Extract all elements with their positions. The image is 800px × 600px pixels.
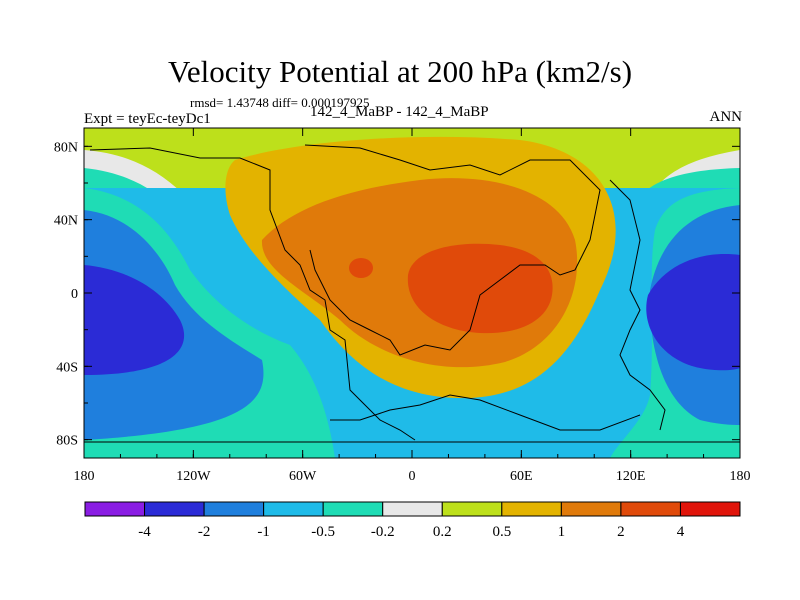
colorbar-label-8: 2 [617, 524, 625, 540]
season-label: ANN [709, 109, 743, 125]
x-tick-label-5: 120E [616, 469, 646, 484]
colorbar-label-6: 0.5 [492, 524, 511, 540]
contour-band-darkblue-east [646, 254, 740, 371]
colorbar-swatch-0 [84, 501, 146, 517]
colorbar-label-0: -4 [138, 524, 151, 540]
colorbar-swatch-9 [620, 501, 681, 517]
colorbar-swatch-6 [441, 501, 503, 517]
x-tick-label-4: 60E [510, 469, 533, 484]
colorbar-label-5: 0.2 [433, 524, 452, 540]
x-tick-label-1: 120W [176, 469, 211, 484]
chart-title: Velocity Potential at 200 hPa (km2/s) [167, 54, 633, 89]
colorbar-swatch-7 [501, 501, 562, 517]
colorbar-label-2: -1 [257, 524, 270, 540]
colorbar-label-9: 4 [677, 524, 685, 540]
y-tick-label-1: 40N [54, 214, 78, 229]
x-tick-label-0: 180 [74, 469, 95, 484]
y-tick-label-2: 0 [71, 287, 78, 302]
coastline-america [609, 179, 666, 431]
colorbar-label-4: -0.2 [371, 524, 395, 540]
map-area [84, 128, 740, 458]
colorbar-swatch-3 [263, 501, 324, 517]
coastline-north [89, 147, 416, 441]
colorbar-label-3: -0.5 [311, 524, 335, 540]
y-tick-label-0: 80N [54, 140, 78, 155]
colorbar-swatch-10 [679, 501, 741, 517]
coastline-south [330, 394, 641, 431]
cases-label: 142_4_MaBP - 142_4_MaBP [310, 104, 489, 120]
contour-band-redorange-small [349, 258, 373, 278]
x-tick-label-3: 0 [409, 469, 416, 484]
coastlines [84, 144, 740, 443]
experiment-label: Expt = teyEc-teyDc1 [84, 111, 211, 127]
colorbar-swatch-1 [144, 501, 205, 517]
stats-subtitle: rmsd= 1.43748 diff= 0.000197925 [190, 95, 370, 110]
axis-ticks: 180 120W 60W 0 60E 120E 180 80N 40N 0 40S 80S [54, 128, 751, 484]
colorbar-swatch-5 [382, 501, 443, 517]
y-tick-label-4: 80S [56, 434, 78, 449]
coastline-eurasia [304, 144, 601, 356]
contour-band-darkblue [84, 265, 185, 375]
colorbar-label-1: -2 [198, 524, 211, 540]
colorbar-swatch-2 [203, 501, 265, 517]
colorbar-swatch-8 [560, 501, 622, 517]
colorbar: -4 -2 -1 -0.5 -0.2 0.2 0.5 1 2 4 [84, 501, 741, 540]
colorbar-swatch-4 [322, 501, 384, 517]
contour-band-redorange [407, 243, 553, 334]
x-tick-label-2: 60W [289, 469, 317, 484]
x-tick-label-6: 180 [730, 469, 751, 484]
colorbar-label-7: 1 [558, 524, 566, 540]
y-tick-label-3: 40S [56, 360, 78, 375]
